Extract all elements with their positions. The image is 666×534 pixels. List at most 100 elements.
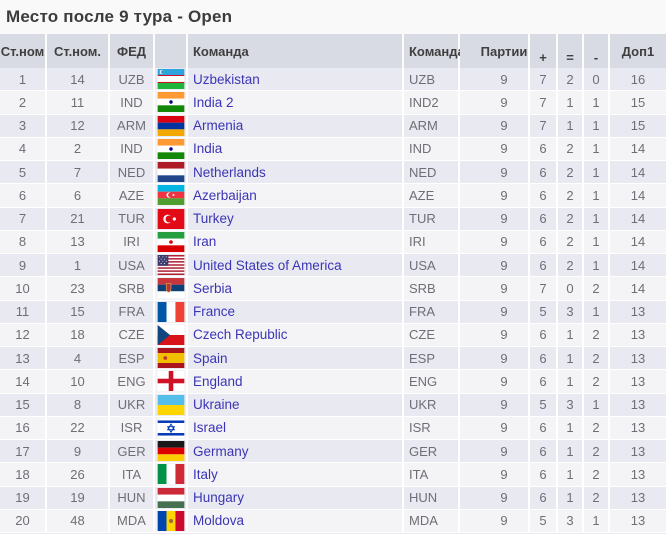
draws-cell: 2: [558, 207, 584, 231]
rank-cell: 13: [0, 347, 47, 371]
wins-cell: 5: [530, 509, 558, 533]
losses-cell: 1: [584, 509, 610, 533]
tiebreak1-cell: 14: [610, 277, 666, 301]
fed-cell: UKR: [110, 393, 155, 417]
team-cell: India 2: [188, 91, 404, 115]
losses-cell: 1: [584, 207, 610, 231]
games-cell: 9: [460, 440, 530, 464]
team-link[interactable]: Uzbekistan: [193, 71, 260, 87]
team-cell: Armenia: [188, 114, 404, 138]
rank-cell: 9: [0, 254, 47, 278]
team-code-cell: FRA: [404, 300, 460, 324]
team-cell: Czech Republic: [188, 323, 404, 347]
table-row: 8 13 IRI Iran IRI 9 6 2 1 14: [0, 230, 666, 254]
team-link[interactable]: Israel: [193, 420, 227, 436]
team-link[interactable]: Moldova: [193, 513, 245, 529]
team-link[interactable]: Ukraine: [193, 397, 240, 413]
col-header-seed: Ст.ном.: [47, 34, 110, 68]
draws-cell: 1: [558, 416, 584, 440]
team-link[interactable]: India 2: [193, 94, 234, 110]
flag-arm-icon: [157, 115, 185, 136]
draws-cell: 0: [558, 277, 584, 301]
col-header-wins: +: [530, 34, 558, 68]
games-cell: 9: [460, 91, 530, 115]
losses-cell: 1: [584, 137, 610, 161]
team-cell: Israel: [188, 416, 404, 440]
flag-cell: [155, 184, 188, 208]
team-link[interactable]: Czech Republic: [193, 327, 288, 343]
tiebreak1-cell: 15: [610, 114, 666, 138]
team-link[interactable]: Netherlands: [193, 164, 266, 180]
seed-cell: 14: [47, 68, 110, 92]
team-link[interactable]: United States of America: [193, 257, 342, 273]
seed-cell: 15: [47, 300, 110, 324]
flag-cell: [155, 114, 188, 138]
team-link[interactable]: Hungary: [193, 490, 245, 506]
fed-cell: FRA: [110, 300, 155, 324]
seed-cell: 12: [47, 114, 110, 138]
team-cell: Germany: [188, 440, 404, 464]
rank-cell: 17: [0, 440, 47, 464]
wins-cell: 6: [530, 323, 558, 347]
team-link[interactable]: Spain: [193, 350, 228, 366]
games-cell: 9: [460, 161, 530, 185]
wins-cell: 6: [530, 184, 558, 208]
flag-uzb-icon: [157, 69, 185, 90]
rank-cell: 11: [0, 300, 47, 324]
draws-cell: 1: [558, 347, 584, 371]
flag-esp-icon: [157, 348, 185, 369]
flag-ind-icon: [157, 138, 185, 159]
draws-cell: 2: [558, 254, 584, 278]
games-cell: 9: [460, 207, 530, 231]
team-cell: Italy: [188, 463, 404, 487]
team-code-cell: IND2: [404, 91, 460, 115]
team-link[interactable]: Turkey: [193, 211, 234, 227]
flag-isr-icon: [157, 417, 185, 438]
flag-aze-icon: [157, 185, 185, 206]
tiebreak1-cell: 13: [610, 347, 666, 371]
team-link[interactable]: France: [193, 304, 236, 320]
draws-cell: 2: [558, 137, 584, 161]
fed-cell: ISR: [110, 416, 155, 440]
team-code-cell: CZE: [404, 323, 460, 347]
flag-cell: [155, 509, 188, 533]
losses-cell: 2: [584, 347, 610, 371]
rank-cell: 4: [0, 137, 47, 161]
rank-cell: 6: [0, 184, 47, 208]
wins-cell: 6: [530, 463, 558, 487]
seed-cell: 22: [47, 416, 110, 440]
team-code-cell: SRB: [404, 277, 460, 301]
team-link[interactable]: Azerbaijan: [193, 187, 257, 203]
losses-cell: 0: [584, 68, 610, 92]
table-row: 14 10 ENG England ENG 9 6 1 2 13: [0, 370, 666, 394]
tiebreak1-cell: 13: [610, 486, 666, 510]
losses-cell: 1: [584, 91, 610, 115]
draws-cell: 3: [558, 300, 584, 324]
team-link[interactable]: Armenia: [193, 118, 244, 134]
losses-cell: 2: [584, 486, 610, 510]
fed-cell: IRI: [110, 230, 155, 254]
tiebreak1-cell: 13: [610, 416, 666, 440]
games-cell: 9: [460, 347, 530, 371]
games-cell: 9: [460, 416, 530, 440]
table-row: 2 11 IND India 2 IND2 9 7 1 1 15: [0, 91, 666, 115]
team-link[interactable]: Serbia: [193, 280, 233, 296]
team-link[interactable]: England: [193, 373, 243, 389]
table-row: 16 22 ISR Israel ISR 9 6 1 2 13: [0, 416, 666, 440]
losses-cell: 1: [584, 114, 610, 138]
wins-cell: 6: [530, 440, 558, 464]
team-link[interactable]: Germany: [193, 443, 249, 459]
wins-cell: 7: [530, 91, 558, 115]
team-link[interactable]: Iran: [193, 234, 217, 250]
fed-cell: IND: [110, 91, 155, 115]
flag-cell: [155, 161, 188, 185]
flag-cell: [155, 137, 188, 161]
team-link[interactable]: Italy: [193, 466, 218, 482]
wins-cell: 6: [530, 416, 558, 440]
team-link[interactable]: India: [193, 141, 223, 157]
team-code-cell: AZE: [404, 184, 460, 208]
team-cell: Hungary: [188, 486, 404, 510]
table-header-row: Ст.ном Ст.ном. ФЕД Команда Команда Парти…: [0, 34, 666, 68]
tiebreak1-cell: 13: [610, 393, 666, 417]
fed-cell: TUR: [110, 207, 155, 231]
